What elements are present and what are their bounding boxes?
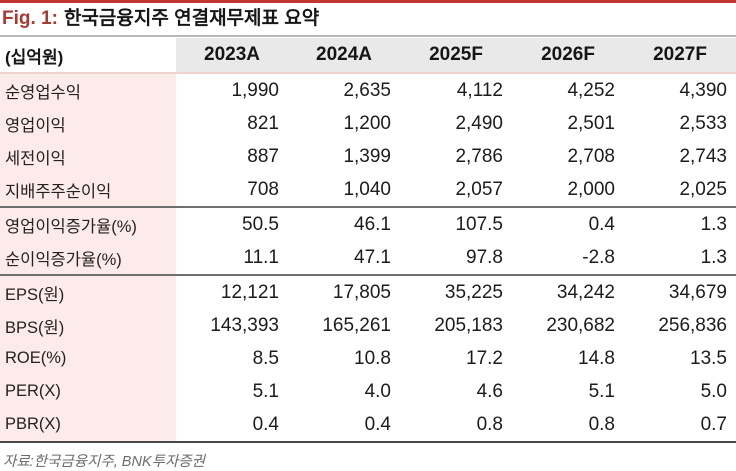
unit-label: (십억원) [0, 38, 176, 73]
row-pretax-profit: 세전이익 887 1,399 2,786 2,708 2,743 [0, 140, 736, 173]
column-header-2026f: 2026F [512, 38, 624, 73]
cell-value: 4.6 [476, 380, 503, 402]
row-label: PBR(X) [0, 408, 176, 442]
cell-value: 1,040 [343, 178, 391, 200]
row-label: BPS(원) [0, 309, 176, 342]
cell-value: 143,393 [210, 314, 279, 336]
column-header-2024a: 2024A [288, 38, 400, 73]
cell-value: 1.3 [700, 246, 727, 268]
cell-value: 165,261 [322, 314, 391, 336]
cell-value: 2,708 [567, 145, 615, 167]
cell-value: 0.7 [700, 413, 727, 435]
cell-value: 4,252 [567, 79, 615, 101]
cell-value: 47.1 [354, 246, 391, 268]
cell-value: 17.2 [466, 347, 503, 369]
cell-value: 2,533 [679, 112, 727, 134]
row-label: 순이익증가율(%) [0, 241, 176, 275]
cell-value: 4,112 [456, 79, 503, 101]
row-label: 영업이익증가율(%) [0, 206, 176, 241]
cell-value: 0.4 [512, 206, 624, 241]
top-accent-rule [0, 0, 736, 3]
cell-value: 0.4 [364, 413, 391, 435]
cell-value: 11.1 [243, 246, 279, 268]
source-note: 자료:한국금융지주, BNK투자증권 [3, 454, 205, 470]
figure-title: Fig. 1: 한국금융지주 연결재무제표 요약 [0, 3, 736, 37]
cell-value: 17,805 [288, 274, 400, 309]
cell-value: -2.8 [582, 246, 615, 268]
row-label: ROE(%) [0, 342, 176, 375]
row-operating-profit-growth: 영업이익증가율(%) 50.5 46.1 107.5 0.4 1.3 [0, 206, 736, 241]
cell-value: 34,679 [624, 274, 736, 309]
cell-value: 230,682 [546, 314, 615, 336]
row-roe: ROE(%) 8.5 10.8 17.2 14.8 13.5 [0, 342, 736, 375]
cell-value: 4.0 [364, 380, 391, 402]
cell-value: 35,225 [400, 274, 512, 309]
row-bps: BPS(원) 143,393 165,261 205,183 230,682 2… [0, 309, 736, 342]
cell-value: 13.5 [690, 347, 727, 369]
cell-value: 14.8 [578, 347, 615, 369]
cell-value: 205,183 [434, 314, 503, 336]
cell-value: 5.0 [700, 380, 727, 402]
figure-number-label: Fig. 1: [2, 8, 58, 29]
cell-value: 34,242 [512, 274, 624, 309]
cell-value: 887 [247, 145, 279, 167]
row-per: PER(X) 5.1 4.0 4.6 5.1 5.0 [0, 375, 736, 408]
cell-value: 2,057 [455, 178, 503, 200]
financial-summary-table: (십억원) 2023A 2024A 2025F 2026F 2027F 순영업수… [0, 38, 736, 443]
row-label: 세전이익 [0, 140, 176, 173]
cell-value: 0.8 [476, 413, 503, 435]
cell-value: 8.5 [252, 347, 279, 369]
cell-value: 4,390 [679, 79, 727, 101]
cell-value: 2,490 [455, 112, 503, 134]
cell-value: 0.8 [588, 413, 615, 435]
cell-value: 1,399 [343, 145, 391, 167]
cell-value: 2,025 [679, 178, 727, 200]
cell-value: 2,786 [455, 145, 503, 167]
cell-value: 2,743 [679, 145, 727, 167]
cell-value: 2,000 [567, 178, 615, 200]
cell-value: 1,990 [231, 79, 279, 101]
cell-value: 97.8 [466, 246, 503, 268]
cell-value: 12,121 [176, 274, 288, 309]
cell-value: 0.4 [252, 413, 279, 435]
cell-value: 2,501 [567, 112, 615, 134]
row-label: 지배주주순이익 [0, 173, 176, 207]
cell-value: 1.3 [624, 206, 736, 241]
row-net-profit-growth: 순이익증가율(%) 11.1 47.1 97.8 -2.8 1.3 [0, 241, 736, 275]
cell-value: 256,836 [658, 314, 727, 336]
row-pbr: PBR(X) 0.4 0.4 0.8 0.8 0.7 [0, 408, 736, 442]
cell-value: 46.1 [288, 206, 400, 241]
column-header-2023a: 2023A [176, 38, 288, 73]
row-controlling-net-profit: 지배주주순이익 708 1,040 2,057 2,000 2,025 [0, 173, 736, 207]
cell-value: 10.8 [354, 347, 391, 369]
cell-value: 50.5 [176, 206, 288, 241]
column-header-2027f: 2027F [624, 38, 736, 73]
row-label: 영업이익 [0, 107, 176, 140]
row-net-operating-revenue: 순영업수익 1,990 2,635 4,112 4,252 4,390 [0, 73, 736, 107]
cell-value: 5.1 [588, 380, 615, 402]
row-operating-profit: 영업이익 821 1,200 2,490 2,501 2,533 [0, 107, 736, 140]
table-header-row: (십억원) 2023A 2024A 2025F 2026F 2027F [0, 38, 736, 73]
cell-value: 708 [247, 178, 279, 200]
figure-title-text: 한국금융지주 연결재무제표 요약 [63, 8, 320, 29]
row-label: PER(X) [0, 375, 176, 408]
row-label: 순영업수익 [0, 73, 176, 107]
cell-value: 1,200 [343, 112, 391, 134]
row-label: EPS(원) [0, 274, 176, 309]
cell-value: 5.1 [252, 380, 279, 402]
row-eps: EPS(원) 12,121 17,805 35,225 34,242 34,67… [0, 274, 736, 309]
cell-value: 821 [247, 112, 279, 134]
cell-value: 2,635 [343, 79, 391, 101]
cell-value: 107.5 [400, 206, 512, 241]
column-header-2025f: 2025F [400, 38, 512, 73]
